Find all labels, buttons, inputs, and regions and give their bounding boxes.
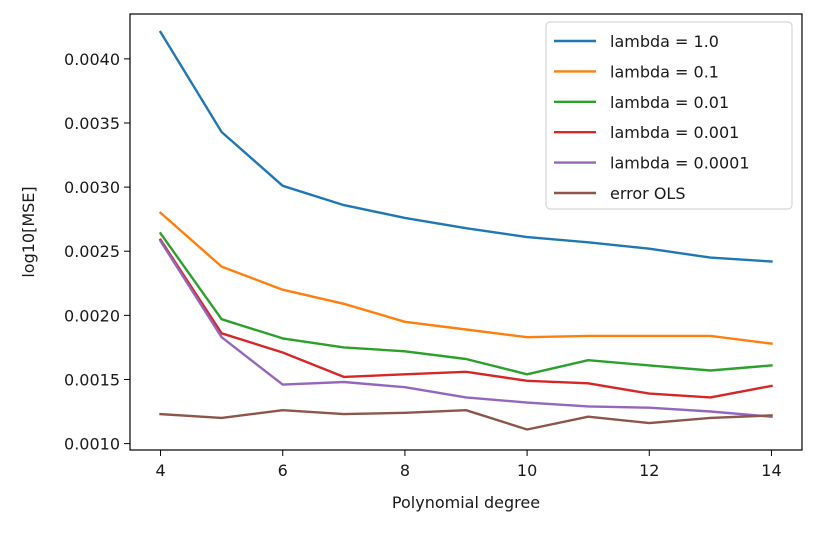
legend-label: lambda = 1.0	[610, 32, 719, 51]
x-tick-label: 10	[517, 461, 537, 480]
series-line-3	[158, 238, 773, 399]
x-tick-label: 6	[278, 461, 288, 480]
x-tick-label: 8	[400, 461, 410, 480]
x-axis: 4 6 8 10 12 14	[155, 450, 782, 480]
series-line-4	[158, 239, 773, 418]
y-tick-label: 0.0020	[64, 306, 120, 325]
legend-box	[545, 21, 793, 210]
y-tick-label: 0.0030	[64, 178, 120, 197]
series-line-0	[158, 30, 773, 263]
x-tick-label: 12	[639, 461, 659, 480]
series-line-2	[158, 231, 773, 376]
legend-label: lambda = 0.1	[610, 62, 719, 81]
series-line-5	[159, 409, 773, 431]
x-tick-label: 14	[761, 461, 781, 480]
legend: lambda = 1.0 lambda = 0.1 lambda = 0.01 lam…	[545, 21, 793, 210]
legend-label: error OLS	[610, 184, 685, 203]
plot-frame	[129, 13, 803, 451]
y-tick-label: 0.0035	[64, 114, 120, 133]
y-axis: 0.0010 0.0015 0.0020 0.0025 0.0030 0.0035 0.00…	[64, 50, 130, 454]
x-axis-label: Polynomial degree	[392, 493, 540, 512]
series-layer	[158, 30, 773, 431]
y-tick-label: 0.0015	[64, 370, 120, 389]
x-tick-label: 4	[155, 461, 165, 480]
legend-label: lambda = 0.01	[610, 93, 729, 112]
series-line-1	[158, 211, 773, 345]
y-tick-label: 0.0040	[64, 50, 120, 69]
y-axis-label: log10[MSE]	[19, 186, 38, 277]
legend-label: lambda = 0.0001	[610, 154, 750, 173]
legend-label: lambda = 0.001	[610, 123, 739, 142]
y-tick-label: 0.0010	[64, 435, 120, 454]
y-tick-label: 0.0025	[64, 242, 120, 261]
